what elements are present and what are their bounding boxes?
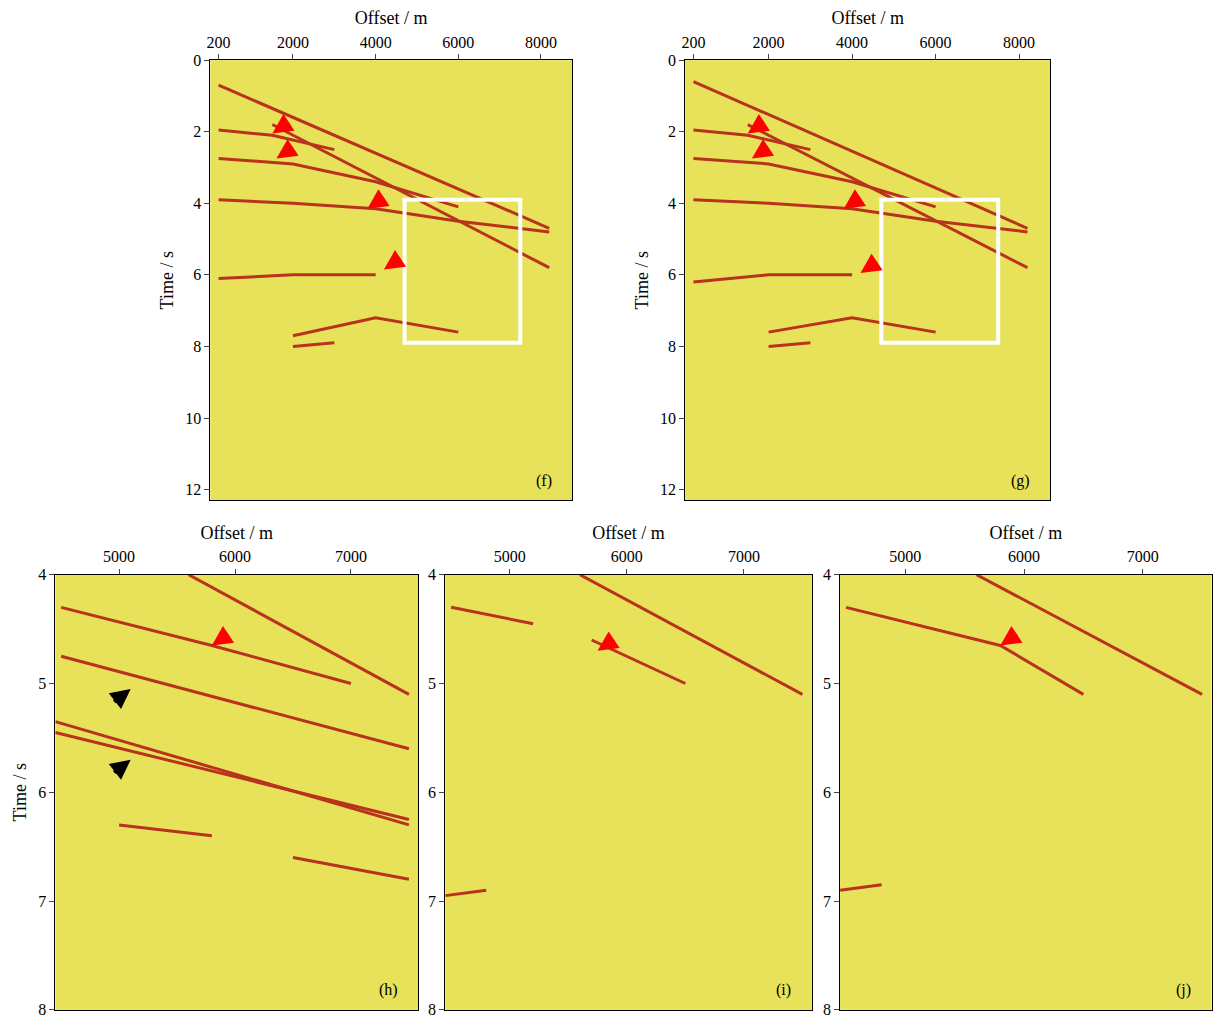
svg-text:6: 6 [38,784,46,801]
svg-text:4: 4 [38,566,46,583]
svg-text:(f): (f) [536,472,552,490]
svg-text:5: 5 [38,675,46,692]
svg-text:8: 8 [668,338,676,355]
svg-text:8: 8 [38,1001,46,1018]
svg-text:4: 4 [823,566,831,583]
svg-text:4: 4 [428,566,436,583]
svg-text:(g): (g) [1011,472,1030,490]
svg-text:2000: 2000 [753,34,785,51]
svg-text:6000: 6000 [1008,548,1040,565]
svg-text:Time / s: Time / s [157,251,177,309]
svg-text:4000: 4000 [360,34,392,51]
svg-text:Time / s: Time / s [10,763,30,821]
svg-text:8: 8 [428,1001,436,1018]
svg-text:2000: 2000 [277,34,309,51]
svg-text:7: 7 [823,893,831,910]
svg-text:6: 6 [823,784,831,801]
svg-text:5000: 5000 [494,548,526,565]
svg-text:8000: 8000 [1003,34,1035,51]
svg-text:(j): (j) [1176,981,1191,999]
svg-text:6000: 6000 [219,548,251,565]
svg-text:7000: 7000 [728,548,760,565]
svg-text:Offset / m: Offset / m [831,8,904,28]
svg-text:6: 6 [668,266,676,283]
svg-text:5000: 5000 [889,548,921,565]
svg-text:200: 200 [207,34,231,51]
svg-text:Offset / m: Offset / m [592,523,665,543]
svg-text:6: 6 [193,266,201,283]
svg-text:10: 10 [185,410,201,427]
svg-text:5: 5 [428,675,436,692]
svg-text:Offset / m: Offset / m [200,523,273,543]
svg-text:12: 12 [185,481,201,498]
svg-text:4000: 4000 [836,34,868,51]
svg-text:Offset / m: Offset / m [989,523,1062,543]
svg-text:0: 0 [193,52,201,69]
svg-text:6000: 6000 [920,34,952,51]
svg-text:12: 12 [660,481,676,498]
svg-text:6000: 6000 [611,548,643,565]
svg-text:8000: 8000 [525,34,557,51]
svg-text:Time / s: Time / s [632,251,652,309]
svg-text:200: 200 [681,34,705,51]
svg-text:4: 4 [668,195,676,212]
svg-text:0: 0 [668,52,676,69]
svg-text:7: 7 [428,893,436,910]
svg-text:6: 6 [428,784,436,801]
svg-text:8: 8 [823,1001,831,1018]
svg-text:2: 2 [668,123,676,140]
svg-text:7: 7 [38,893,46,910]
svg-text:8: 8 [193,338,201,355]
svg-text:7000: 7000 [335,548,367,565]
svg-text:2: 2 [193,123,201,140]
svg-text:5000: 5000 [103,548,135,565]
svg-text:Offset / m: Offset / m [355,8,428,28]
svg-text:10: 10 [660,410,676,427]
svg-text:4: 4 [193,195,201,212]
svg-text:(i): (i) [776,981,791,999]
svg-text:6000: 6000 [442,34,474,51]
svg-text:7000: 7000 [1127,548,1159,565]
svg-text:5: 5 [823,675,831,692]
svg-text:(h): (h) [379,981,398,999]
